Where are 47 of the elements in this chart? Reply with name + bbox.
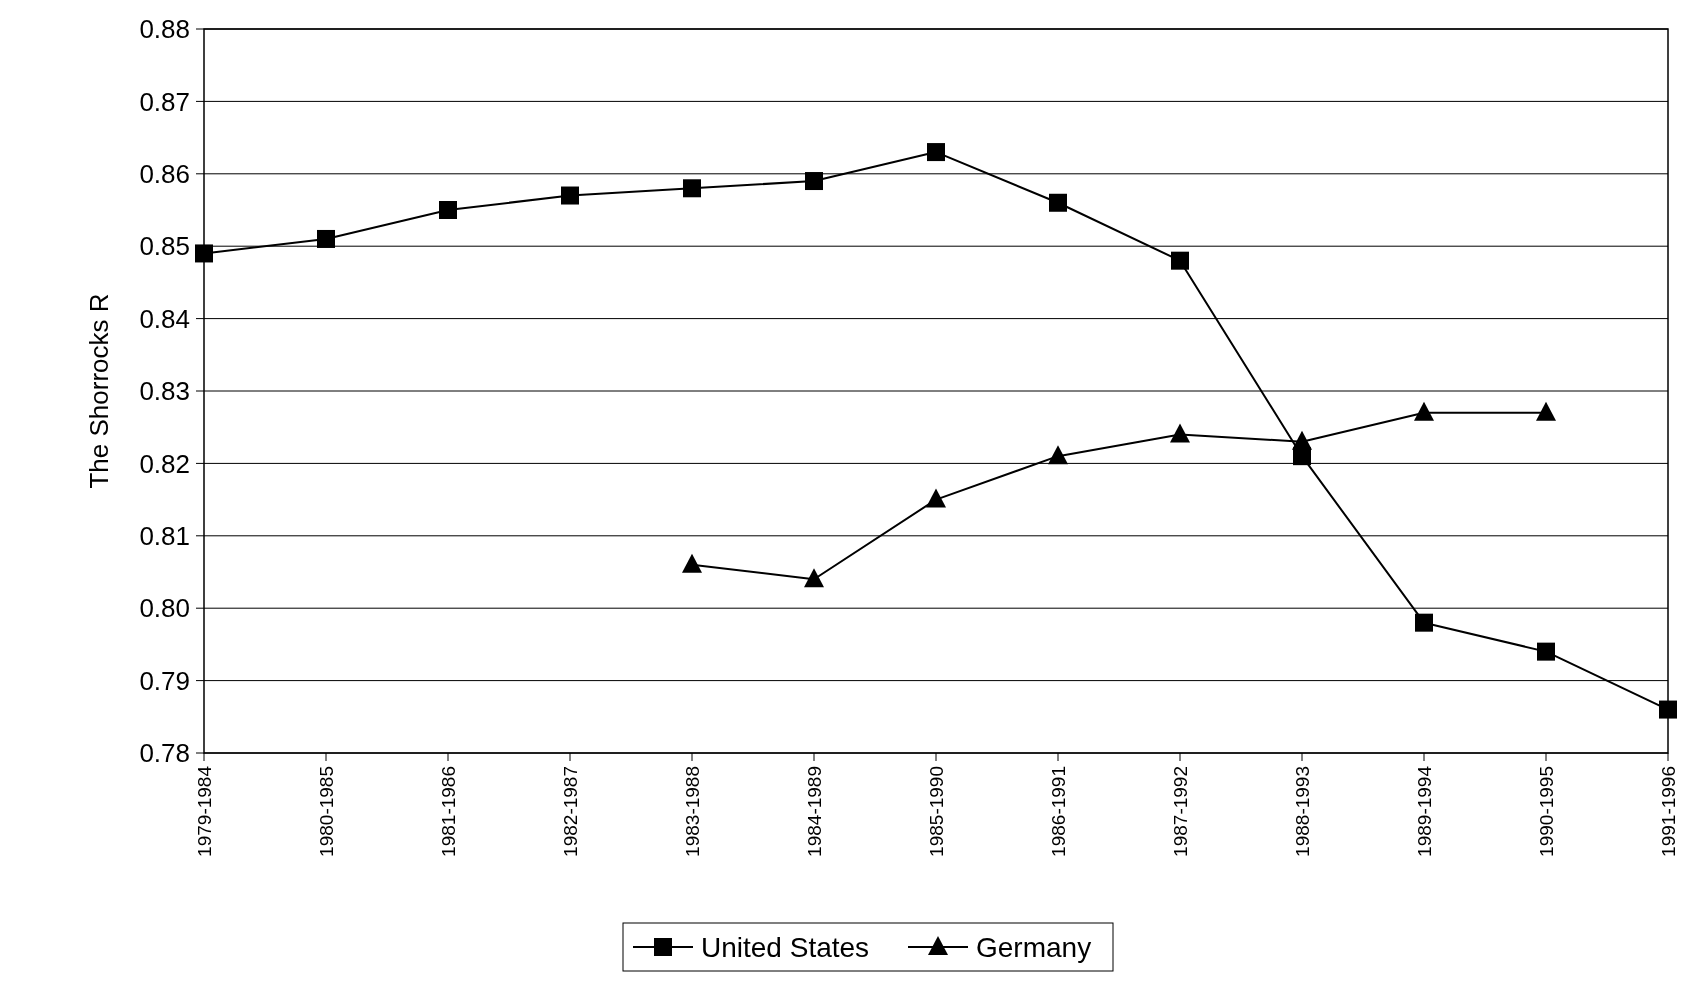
y-tick-label: 0.87 <box>139 86 190 117</box>
point <box>683 179 701 198</box>
y-tick-label: 0.79 <box>139 665 190 696</box>
point <box>1170 423 1190 443</box>
point <box>1048 445 1068 465</box>
x-tick-label: 1985-1990 <box>926 766 947 857</box>
x-tick-label: 1984-1989 <box>804 766 825 857</box>
x-tick-label: 1990-1995 <box>1536 766 1557 857</box>
y-tick-label: 0.78 <box>139 738 190 769</box>
y-tick-label: 0.81 <box>139 520 190 551</box>
y-tick-label: 0.84 <box>139 303 190 334</box>
x-tick-label: 1983-1988 <box>682 766 703 857</box>
y-tick-label: 0.83 <box>139 376 190 407</box>
point <box>439 201 457 219</box>
point <box>682 553 702 573</box>
point <box>1292 430 1312 450</box>
point <box>195 244 213 263</box>
x-tick-label: 1982-1987 <box>560 766 581 857</box>
point <box>317 229 335 248</box>
y-axis-title: The Shorrocks R <box>84 293 114 489</box>
point <box>805 172 823 191</box>
legend-label: United States <box>701 931 870 963</box>
x-tick-label: 1980-1985 <box>316 766 337 857</box>
point <box>926 488 946 508</box>
point <box>1659 700 1677 719</box>
point <box>1537 642 1555 661</box>
y-tick-label: 0.88 <box>139 14 190 45</box>
x-tick-label: 1988-1993 <box>1292 766 1313 857</box>
legend-label: Germany <box>976 931 1092 963</box>
point <box>927 143 945 162</box>
y-tick-label: 0.85 <box>139 231 190 262</box>
x-tick-label: 1979-1984 <box>194 765 215 857</box>
point <box>1414 401 1434 421</box>
y-tick-label: 0.82 <box>139 448 190 479</box>
point <box>1536 401 1556 421</box>
point <box>1171 251 1189 270</box>
x-tick-label: 1986-1991 <box>1048 766 1069 857</box>
point <box>804 568 824 588</box>
x-tick-label: 1989-1994 <box>1414 765 1435 857</box>
point <box>1415 613 1433 632</box>
point <box>561 186 579 205</box>
y-tick-label: 0.80 <box>139 593 190 624</box>
point <box>1049 193 1067 212</box>
x-tick-label: 1991-1996 <box>1658 766 1679 857</box>
x-tick-label: 1987-1992 <box>1170 766 1191 857</box>
x-tick-label: 1981-1986 <box>438 766 459 857</box>
y-tick-label: 0.86 <box>139 158 190 189</box>
